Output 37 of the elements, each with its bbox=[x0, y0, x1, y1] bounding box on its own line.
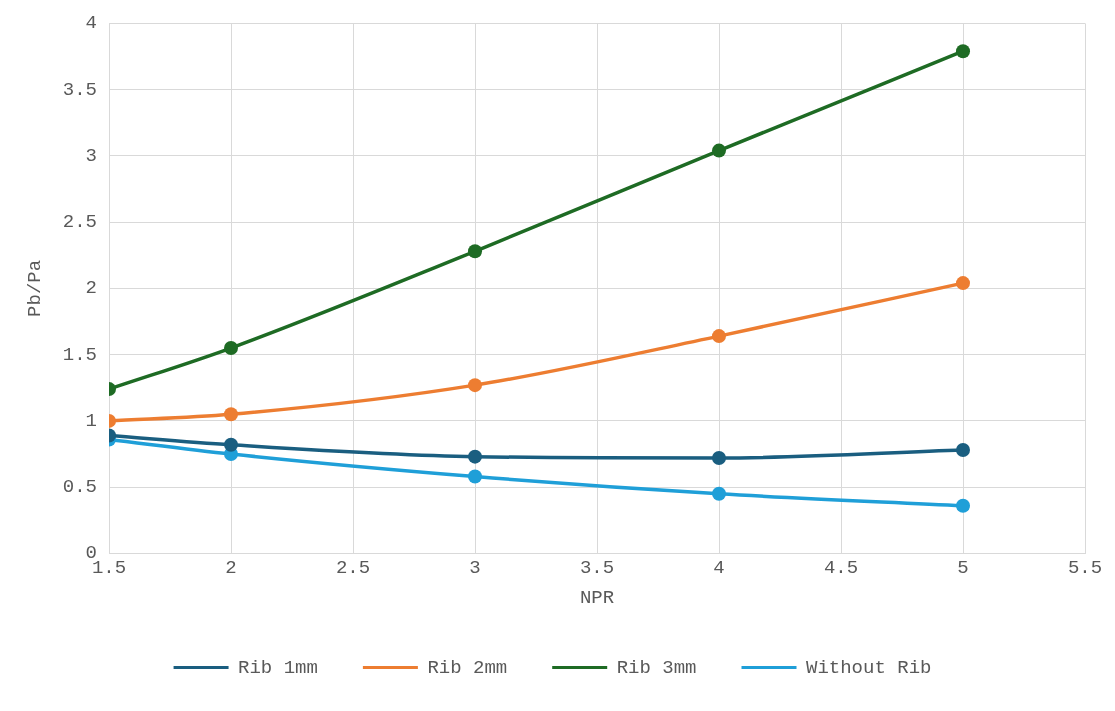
y-tick-label: 3 bbox=[85, 144, 98, 167]
point bbox=[468, 244, 482, 259]
point bbox=[956, 443, 970, 458]
legend-label: Rib 3mm bbox=[616, 656, 697, 679]
x-tick-label: 4.5 bbox=[823, 556, 859, 579]
x-tick-label: 4 bbox=[713, 556, 725, 579]
y-axis-title: Pb/Pa bbox=[24, 259, 47, 317]
x-tick-label: 5.5 bbox=[1067, 556, 1103, 579]
point bbox=[956, 498, 970, 513]
y-tick-label: 1 bbox=[85, 409, 98, 432]
legend-label: Rib 1mm bbox=[238, 656, 318, 679]
y-tick-label: 2 bbox=[85, 277, 98, 300]
x-tick-label: 3 bbox=[469, 556, 481, 579]
y-tick-label: 0.5 bbox=[62, 476, 98, 499]
legend-label: Rib 2mm bbox=[427, 656, 508, 679]
y-tick-label: 2.5 bbox=[62, 211, 98, 234]
point bbox=[468, 469, 482, 484]
x-tick-label: 2.5 bbox=[335, 556, 371, 579]
y-tick-label: 1.5 bbox=[62, 343, 98, 366]
x-tick-label: 2 bbox=[225, 556, 237, 579]
point bbox=[224, 407, 239, 422]
y-tick-label: 3.5 bbox=[62, 78, 98, 101]
point bbox=[468, 378, 482, 393]
point bbox=[224, 437, 239, 452]
legend-label: Without Rib bbox=[806, 656, 932, 679]
point bbox=[712, 143, 726, 158]
x-axis-title: NPR bbox=[579, 586, 615, 609]
point bbox=[224, 341, 239, 356]
point bbox=[956, 276, 970, 291]
point bbox=[712, 329, 726, 344]
x-tick-label: 5 bbox=[957, 556, 969, 579]
point bbox=[468, 449, 482, 464]
point bbox=[712, 486, 726, 501]
point bbox=[956, 44, 970, 59]
y-tick-label: 4 bbox=[85, 12, 98, 35]
point bbox=[712, 451, 726, 465]
x-tick-label: 3.5 bbox=[579, 556, 615, 579]
